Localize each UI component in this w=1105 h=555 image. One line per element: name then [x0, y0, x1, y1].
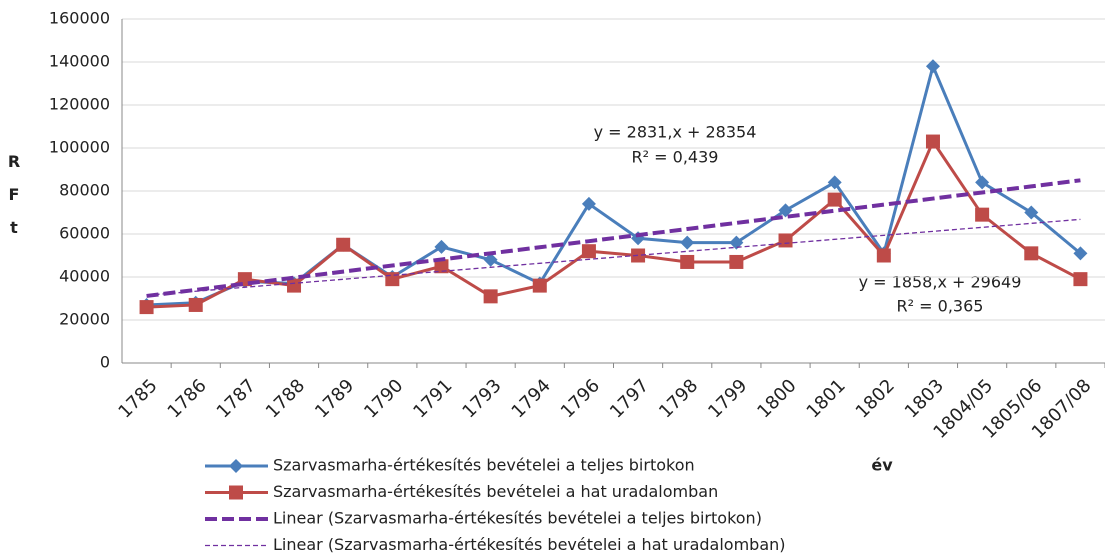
legend-marker [229, 485, 243, 500]
legend-marker [229, 459, 243, 473]
data-point [729, 254, 744, 269]
data-point [876, 248, 891, 263]
data-point [631, 248, 646, 263]
x-tick-label: 1796 [557, 375, 604, 422]
data-point [188, 297, 203, 312]
data-point [729, 235, 744, 250]
y-axis-letter: R [8, 152, 20, 171]
y-tick-label: 120000 [49, 95, 110, 114]
data-point [827, 192, 842, 207]
data-point [975, 175, 990, 190]
data-point [827, 175, 842, 190]
data-point [483, 252, 498, 267]
x-tick-label: 1802 [852, 375, 899, 422]
x-tick-label: 1787 [213, 375, 260, 422]
data-point [287, 278, 302, 293]
legend-label: Linear (Szarvasmarha-értékesítés bevétel… [273, 509, 762, 528]
y-tick-label: 160000 [49, 9, 110, 28]
x-tick-label: 1791 [409, 375, 456, 422]
y-tick-label: 0 [100, 353, 110, 372]
trend-line [146, 218, 1081, 296]
x-tick-label: 1790 [360, 375, 407, 422]
data-point [139, 300, 154, 315]
trend-equation: y = 2831,x + 28354 [594, 123, 757, 142]
y-axis-letter: F [9, 185, 20, 204]
data-point [434, 239, 449, 254]
y-tick-label: 140000 [49, 52, 110, 71]
y-tick-label: 100000 [49, 138, 110, 157]
data-point [434, 259, 449, 274]
y-tick-label: 40000 [59, 267, 110, 286]
x-axis-label: év [871, 456, 893, 475]
data-point [336, 237, 351, 252]
trend-line [146, 178, 1081, 298]
series-line [146, 138, 1082, 309]
y-tick-label: 80000 [59, 181, 110, 200]
data-point [925, 59, 940, 74]
x-tick-label: 1789 [311, 375, 358, 422]
y-tick-label: 60000 [59, 224, 110, 243]
data-point [778, 233, 793, 248]
data-point [581, 244, 596, 259]
trend-r2: R² = 0,439 [632, 148, 719, 167]
y-tick-label: 20000 [59, 310, 110, 329]
data-point [680, 235, 695, 250]
data-point [925, 134, 940, 149]
x-tick-label: 1793 [458, 375, 505, 422]
x-tick-label: 1786 [164, 375, 211, 422]
x-tick-label: 1800 [753, 375, 800, 422]
y-axis-letter: t [10, 218, 18, 237]
trend-r2: R² = 0,365 [897, 297, 984, 316]
data-point [975, 207, 990, 222]
data-point [1073, 246, 1088, 261]
x-tick-label: 1794 [508, 375, 555, 422]
data-point [532, 278, 547, 293]
data-point [1073, 272, 1088, 287]
legend-label: Linear (Szarvasmarha-értékesítés bevétel… [273, 535, 786, 554]
legend-label: Szarvasmarha-értékesítés bevételei a hat… [273, 482, 718, 501]
x-tick-label: 1801 [803, 375, 850, 422]
x-tick-label: 1797 [606, 375, 653, 422]
series-line [146, 61, 1082, 307]
data-point [1024, 205, 1039, 220]
data-point [680, 254, 695, 269]
data-point [1024, 246, 1039, 261]
x-tick-label: 1799 [704, 375, 751, 422]
x-tick-label: 1785 [114, 375, 161, 422]
x-tick-label: 1788 [262, 375, 309, 422]
data-point [483, 289, 498, 304]
data-point [778, 203, 793, 218]
data-point [581, 196, 596, 211]
trend-equation: y = 1858,x + 29649 [859, 273, 1022, 292]
x-tick-label: 1798 [655, 375, 702, 422]
legend-label: Szarvasmarha-értékesítés bevételei a tel… [273, 456, 695, 475]
